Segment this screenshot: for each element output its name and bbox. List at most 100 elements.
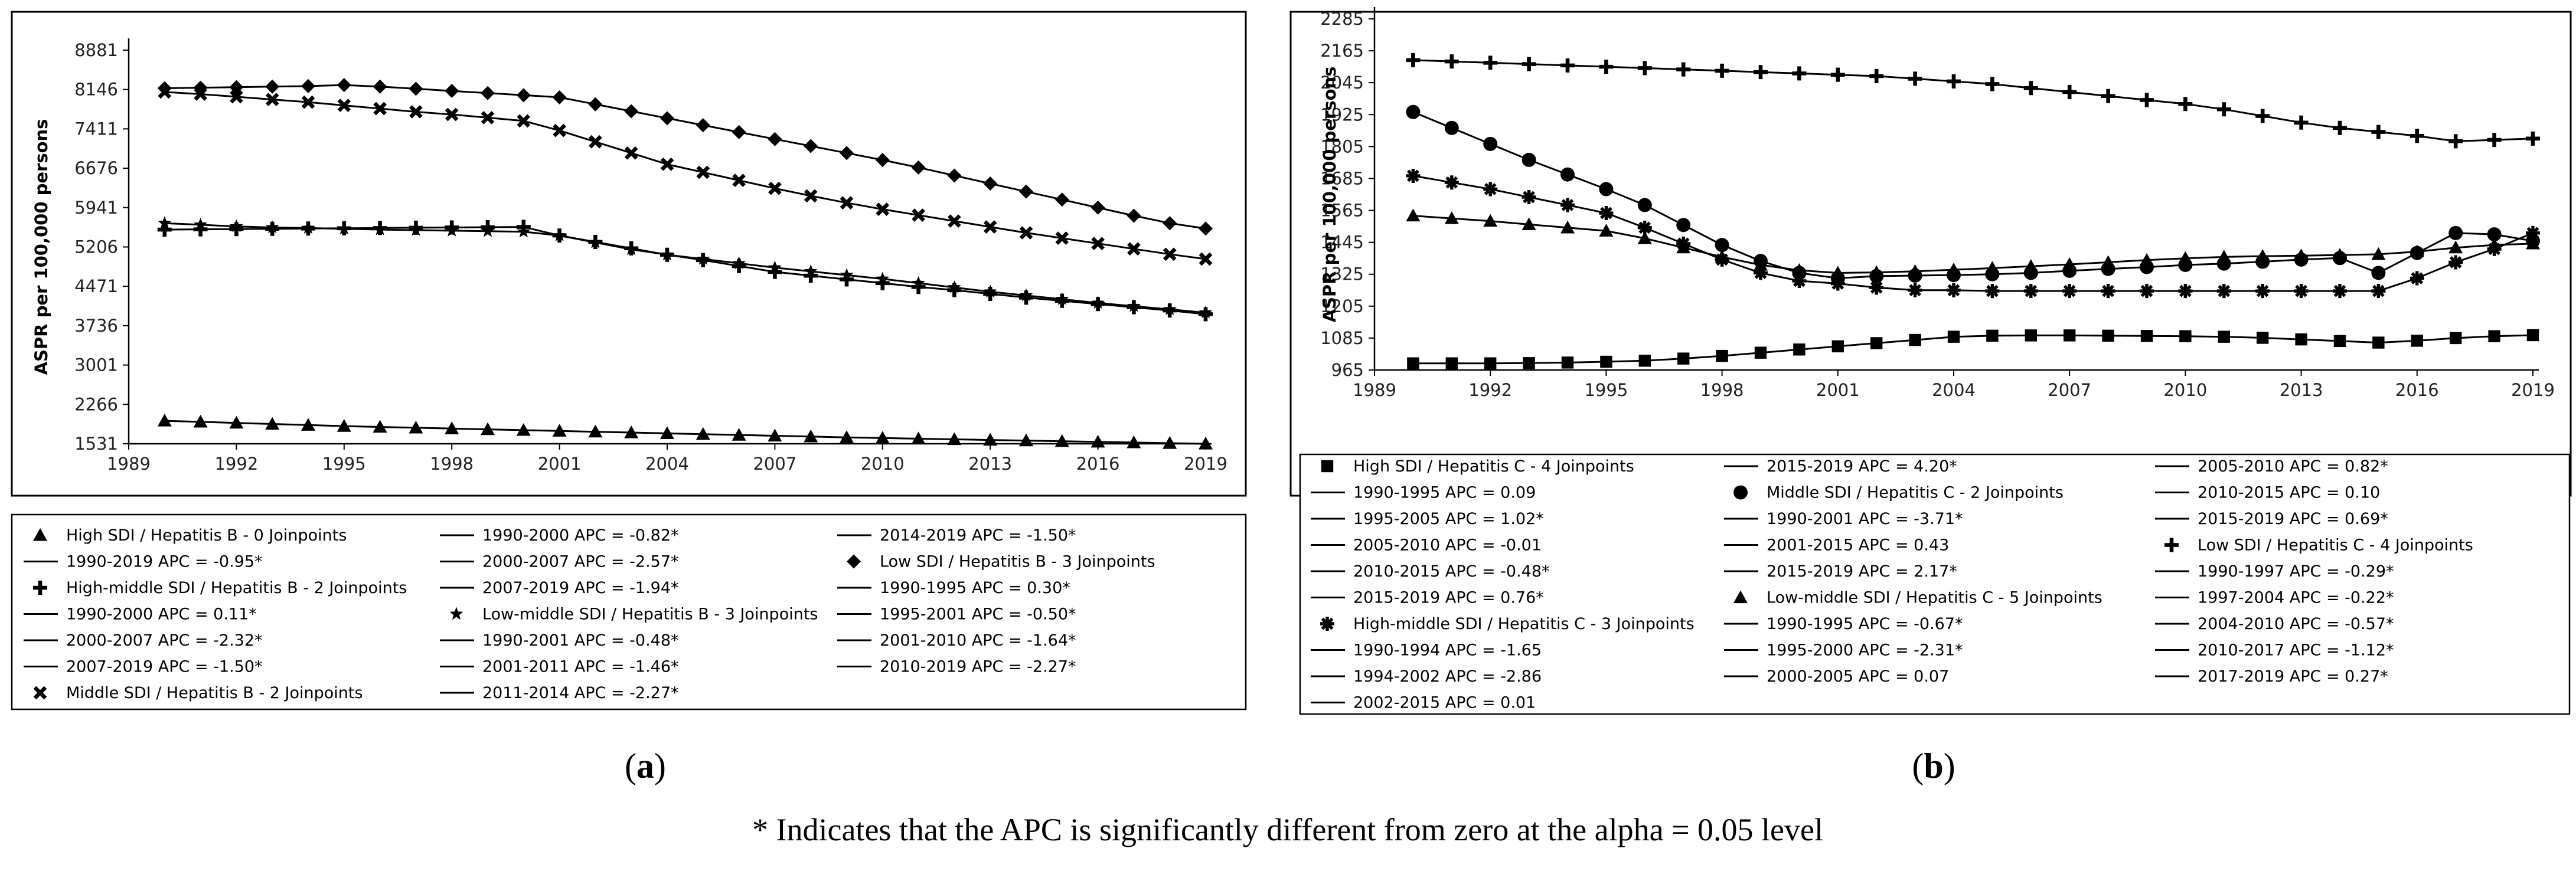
panel-a-y-tick-label: 3736 xyxy=(74,316,118,336)
panel-b-point xyxy=(2257,332,2269,344)
panel-b-x-tick-label: 1989 xyxy=(1353,380,1396,400)
panel-a-point xyxy=(948,214,961,228)
panel-b-legend-item: 2004-2010 APC = -0.57* xyxy=(2155,615,2394,633)
panel-b-point xyxy=(2526,236,2540,250)
panel-a-series-2 xyxy=(158,85,1213,266)
panel-b-legend-text: High SDI / Hepatitis C - 4 Joinpoints xyxy=(1353,457,1634,476)
panel-a-label-letter: a xyxy=(636,746,654,785)
panel-b-legend-item: 2010-2015 APC = -0.48* xyxy=(1311,562,1550,581)
panel-a-point xyxy=(229,80,244,94)
panel-b-point xyxy=(1600,355,1612,368)
panel-b-point xyxy=(1715,238,1729,253)
panel-b-legend-item: 2001-2015 APC = 0.43 xyxy=(1724,536,1949,555)
panel-b-point xyxy=(2102,329,2114,342)
panel-a-label-close: ) xyxy=(654,746,666,785)
panel-a-point xyxy=(194,217,207,231)
panel-b-point xyxy=(2255,284,2270,299)
panel-b-legend-item: 2015-2019 APC = 0.76* xyxy=(1311,589,1544,607)
panel-b-point xyxy=(2333,120,2347,135)
panel-b-legend-item: 2002-2015 APC = 0.01 xyxy=(1311,694,1536,712)
panel-a-legend-text: 2010-2019 APC = -2.27* xyxy=(880,658,1076,676)
panel-a-label-open: ( xyxy=(625,746,636,785)
panel-b-legend-text: 2000-2005 APC = 0.07 xyxy=(1767,667,1949,686)
panel-a-legend-item: 2000-2007 APC = -2.32* xyxy=(24,631,263,650)
panel-a-point xyxy=(912,208,925,222)
panel-b-point xyxy=(1985,284,2000,299)
panel-b-legend-text: Low SDI / Hepatitis C - 4 Joinpoints xyxy=(2198,536,2473,555)
panel-a-point xyxy=(732,256,746,269)
panel-b-series-line xyxy=(1412,111,2533,280)
panel-a-point xyxy=(912,276,925,289)
panel-a-point xyxy=(589,235,602,248)
panel-a-point xyxy=(1054,434,1069,447)
panel-a-legend-item: High SDI / Hepatitis B - 0 Joinpoints xyxy=(33,526,347,545)
panel-a-point xyxy=(301,95,315,109)
panel-a-legend-item: 1990-2019 APC = -0.95* xyxy=(24,553,263,571)
panel-b-legend-text: 2010-2015 APC = 0.10 xyxy=(2198,484,2380,502)
panel-a-point xyxy=(517,224,531,238)
panel-a-legend-item: 1990-2000 APC = -0.82* xyxy=(440,526,679,545)
panel-a-point xyxy=(265,220,279,234)
panel-b-point xyxy=(1676,218,1691,233)
panel-b-point xyxy=(2178,97,2193,112)
panel-b-point xyxy=(2216,250,2231,263)
panel-a-legend-text: 1990-2000 APC = -0.82* xyxy=(482,526,679,545)
panel-b-point xyxy=(2333,248,2347,261)
panel-a-point xyxy=(1091,296,1105,309)
panel-b-point xyxy=(2023,284,2038,299)
panel-a-point xyxy=(481,86,495,100)
panel-a-legend: High SDI / Hepatitis B - 0 Joinpoints 199… xyxy=(11,513,1247,710)
panel-a-point xyxy=(517,114,531,128)
panel-b-point xyxy=(2526,225,2540,240)
panel-b-x-tick-label: 2004 xyxy=(1932,380,1976,400)
panel-b-point xyxy=(2410,129,2424,143)
panel-a-point xyxy=(1199,305,1213,319)
panel-a-legend-item: 2007-2019 APC = -1.94* xyxy=(440,579,679,597)
panel-b-point xyxy=(2410,271,2424,286)
panel-b-point xyxy=(1444,175,1459,190)
panel-b-point xyxy=(1444,211,1459,224)
panel-b-point xyxy=(1560,198,1575,212)
panel-b-legend-marker-icon xyxy=(1733,590,1748,604)
panel-b-legend-text: 2015-2019 APC = 2.17* xyxy=(1767,562,1957,581)
panel-b-x-tick-label: 2010 xyxy=(2163,380,2207,400)
panel-b-legend-text: 2001-2015 APC = 0.43 xyxy=(1767,536,1949,555)
panel-b-legend-item: 1990-1995 APC = -0.67* xyxy=(1724,615,1963,633)
panel-b-legend-text: 1994-2002 APC = -2.86 xyxy=(1353,667,1542,686)
panel-b-point xyxy=(2411,335,2423,347)
panel-a-legend-text: 1995-2001 APC = -0.50* xyxy=(880,605,1076,624)
panel-b-series-line xyxy=(1413,215,2533,274)
panel-b-series-2 xyxy=(1406,168,2540,299)
panel-a-point xyxy=(301,221,315,234)
panel-b-point xyxy=(2372,336,2385,349)
panel-a-point xyxy=(481,224,495,237)
panel-b-point xyxy=(1909,333,1921,346)
panel-a-point xyxy=(409,420,423,434)
panel-a-point xyxy=(768,428,782,442)
panel-b-x-tick-label: 2001 xyxy=(1816,380,1860,400)
panel-b-point xyxy=(1947,283,1961,297)
panel-a-point xyxy=(481,111,495,125)
panel-a-point xyxy=(732,173,746,187)
panel-b-point xyxy=(1445,357,1458,369)
panel-b-legend-text: 2010-2017 APC = -1.12* xyxy=(2198,641,2394,660)
panel-b-legend-marker-icon xyxy=(1733,485,1748,500)
panel-b-point xyxy=(1599,224,1614,237)
panel-b-legend-item: Low-middle SDI / Hepatitis C - 5 Joinpoi… xyxy=(1733,589,2102,607)
panel-a-point xyxy=(373,79,387,94)
panel-b-legend-text: 2002-2015 APC = 0.01 xyxy=(1353,694,1536,712)
panel-a-point xyxy=(157,414,172,427)
panel-b-legend-item: 2005-2010 APC = 0.82* xyxy=(2155,457,2388,476)
panel-b-point xyxy=(1444,120,1459,135)
panel-b-legend-text: 1990-2001 APC = -3.71* xyxy=(1767,510,1963,528)
panel-b-point xyxy=(1638,355,1651,367)
panel-b-legend-item: 2015-2019 APC = 0.69* xyxy=(2155,510,2388,528)
panel-b-point xyxy=(1908,264,1922,277)
panel-a-legend-item: 2000-2007 APC = -2.57* xyxy=(440,553,679,571)
panel-a-legend-box xyxy=(11,513,1247,710)
panel-b-x-tick-label: 1998 xyxy=(1700,380,1744,400)
panel-a-legend-text: 2000-2007 APC = -2.57* xyxy=(482,553,679,571)
panel-a-legend-text: 1990-2019 APC = -0.95* xyxy=(66,553,263,571)
panel-a-point xyxy=(373,420,387,433)
panel-b-label-close: ) xyxy=(1944,746,1955,785)
